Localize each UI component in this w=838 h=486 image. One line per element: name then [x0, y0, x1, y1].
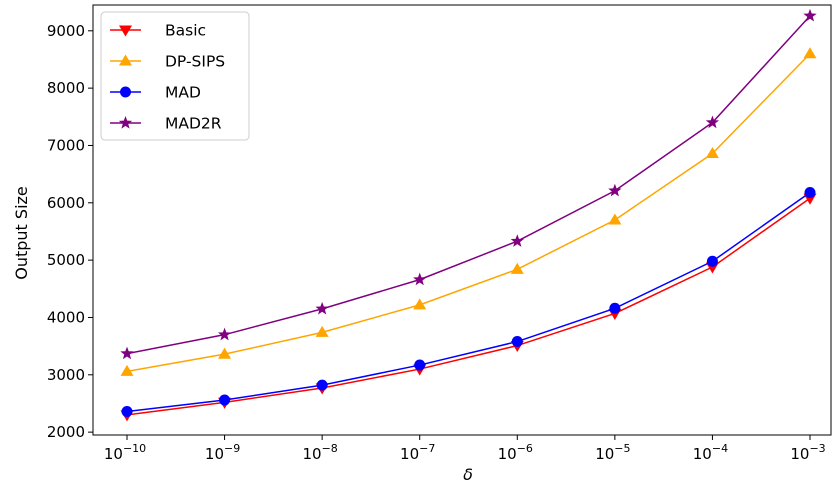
data-point-mad [804, 186, 816, 198]
legend-marker-mad2r [118, 116, 133, 129]
y-tick-label: 6000 [47, 194, 85, 212]
series-dp-sips [120, 47, 817, 376]
series-basic [120, 193, 817, 422]
plot-frame [92, 4, 832, 436]
data-point-mad [414, 359, 426, 371]
legend-entry-dp-sips: DP-SIPS [110, 53, 225, 71]
data-point-dp-sips [705, 146, 719, 159]
data-point-mad2r [705, 115, 720, 129]
legend-entry-mad2r: MAD2R [110, 115, 222, 133]
y-tick-label: 9000 [47, 22, 85, 40]
legend-marker-mad [120, 86, 131, 98]
y-axis: 2000 3000 4000 5000 6000 7000 8000 9000 [47, 22, 93, 441]
data-point-mad2r [803, 8, 817, 22]
legend-marker-basic [119, 25, 132, 37]
data-point-mad [121, 405, 133, 417]
series-mad [121, 186, 816, 417]
data-point-dp-sips [120, 364, 134, 376]
data-point-mad2r [315, 301, 329, 315]
legend-entry-basic: Basic [110, 22, 206, 40]
y-tick-label: 5000 [47, 251, 85, 269]
data-point-mad2r [413, 272, 427, 286]
data-point-dp-sips [413, 298, 427, 310]
legend-box [100, 11, 250, 141]
data-point-dp-sips [608, 213, 622, 225]
x-tick-label: 10−10 [104, 442, 146, 463]
data-point-mad2r [510, 234, 524, 247]
legend-label-mad2r: MAD2R [165, 115, 222, 133]
y-tick-label: 2000 [47, 423, 85, 441]
data-point-dp-sips [803, 47, 817, 59]
series-line-mad [126, 191, 811, 413]
y-tick-label: 7000 [47, 136, 85, 154]
legend-entry-mad: MAD [110, 84, 201, 102]
y-axis-label: Output Size [12, 186, 31, 280]
legend: Basic DP-SIPS MAD MAD2R [100, 11, 250, 141]
legend-marker-dp-sips [119, 54, 132, 66]
plot-area [92, 4, 832, 436]
data-point-mad2r [608, 183, 622, 197]
legend-label-basic: Basic [165, 22, 206, 40]
x-tick-label: 10−4 [693, 442, 728, 463]
series-line-dp-sips [126, 53, 811, 373]
x-tick-label: 10−8 [302, 442, 337, 463]
x-tick-label: 10−9 [205, 442, 240, 463]
x-tick-label: 10−3 [790, 442, 825, 463]
data-point-mad2r [120, 346, 134, 360]
x-axis: 10−10 10−9 10−8 10−7 10−6 10−5 10−4 10−3 [104, 435, 826, 463]
data-point-mad [511, 336, 523, 348]
x-axis-label: δ [463, 465, 473, 484]
legend-label-mad: MAD [165, 84, 201, 102]
data-point-mad [609, 302, 621, 314]
data-point-dp-sips [510, 262, 524, 274]
data-point-mad [316, 379, 328, 391]
series-line-basic [126, 197, 811, 416]
data-point-mad2r [217, 327, 232, 341]
y-tick-label: 8000 [47, 79, 85, 97]
y-tick-label: 3000 [47, 366, 85, 384]
series-line-mad2r [126, 15, 811, 355]
y-tick-label: 4000 [47, 308, 85, 326]
x-tick-label: 10−6 [498, 442, 533, 463]
x-tick-label: 10−7 [400, 442, 435, 463]
data-point-dp-sips [218, 347, 232, 359]
data-point-dp-sips [315, 325, 329, 337]
x-tick-label: 10−5 [595, 442, 630, 463]
data-point-mad [706, 255, 718, 267]
data-point-mad [219, 394, 231, 406]
legend-label-dp-sips: DP-SIPS [165, 53, 225, 71]
series-mad2r [120, 8, 817, 360]
